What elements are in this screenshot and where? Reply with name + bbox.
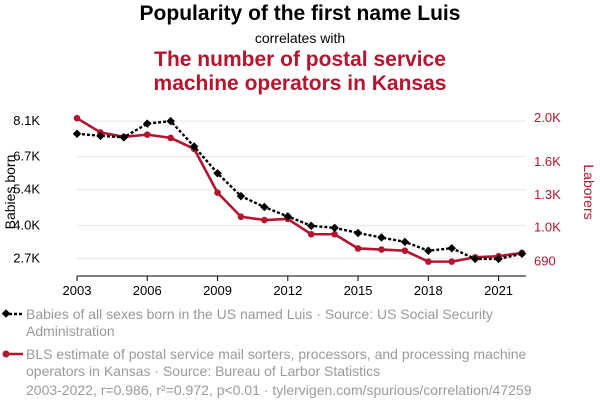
series-line-laborers	[76, 117, 523, 263]
chart-title: Popularity of the first name Luis	[139, 2, 461, 25]
data-point-laborers	[331, 230, 338, 238]
axes: 2.7K 4.0K 5.4K 6.7K 8.1K 690 1.0K 1.3K 1.6K 2.0K 2…	[13, 110, 561, 298]
data-point-laborers	[167, 134, 174, 142]
legend-text-babies-line2: Administration	[26, 323, 115, 339]
x-tick-label: 2012	[273, 283, 302, 298]
data-point-laborers	[448, 258, 456, 265]
data-point-babies	[306, 221, 316, 231]
chart-second-title: The number of postal service machine ope…	[0, 48, 600, 96]
legend-text-laborers-line2: operators in Kansas · Source: Bureau of …	[26, 363, 381, 379]
x-tick-label: 2006	[133, 283, 162, 298]
data-point-babies	[377, 233, 386, 242]
data-point-babies	[236, 191, 246, 201]
y-tick-label-right: 1.6K	[534, 154, 561, 169]
data-point-laborers	[73, 114, 81, 122]
x-tick-label: 2003	[63, 283, 92, 298]
chart-subtitle: correlates with	[254, 30, 346, 46]
data-point-babies	[166, 116, 175, 126]
data-point-laborers	[354, 245, 362, 252]
data-point-laborers	[307, 230, 315, 238]
legend-marker-laborers	[2, 350, 23, 358]
data-point-laborers	[214, 189, 221, 196]
legend-marker-babies	[2, 309, 23, 318]
gridlines	[77, 120, 526, 259]
data-point-babies	[353, 228, 363, 238]
x-tick-label: 2018	[414, 283, 443, 298]
data-point-laborers	[261, 216, 268, 224]
y-tick-label-left: 8.1K	[13, 113, 40, 128]
series-babies	[72, 116, 527, 264]
data-point-babies	[213, 168, 222, 178]
data-point-babies	[283, 212, 293, 221]
data-point-babies	[447, 243, 456, 253]
data-point-babies	[189, 142, 199, 151]
data-point-babies	[72, 129, 82, 139]
y-tick-label-right: 1.0K	[534, 220, 561, 235]
y-tick-label-right: 690	[534, 254, 556, 269]
y-tick-label-left: 4.0K	[13, 217, 40, 232]
data-point-laborers	[378, 246, 385, 253]
y-tick-label-left: 6.7K	[13, 149, 40, 164]
data-point-babies	[96, 131, 105, 141]
y-tick-label-right: 1.3K	[534, 187, 561, 202]
data-point-laborers	[425, 258, 432, 265]
data-point-babies	[330, 223, 339, 233]
legend-item-laborers: BLS estimate of postal service mail sort…	[2, 346, 566, 380]
y-tick-label-left: 5.4K	[13, 182, 40, 197]
data-point-babies	[400, 237, 410, 247]
y-tick-label-left: 2.7K	[13, 250, 40, 265]
legend-text-babies-line1: Babies of all sexes born in the US named…	[26, 306, 493, 322]
y-tick-label-right: 2.0K	[534, 110, 561, 125]
x-tick-label: 2021	[484, 283, 513, 298]
legend-item-babies: Babies of all sexes born in the US named…	[2, 306, 566, 340]
legend-text-laborers-line1: BLS estimate of postal service mail sort…	[26, 346, 527, 362]
data-point-laborers	[237, 213, 245, 221]
data-point-babies	[424, 246, 433, 255]
x-tick-label: 2015	[344, 283, 373, 298]
series-line-babies	[76, 119, 523, 261]
chart-second-title-line1: The number of postal service	[154, 48, 446, 71]
y-axis-label-left: Babies born	[2, 155, 18, 230]
data-point-babies	[143, 119, 152, 128]
x-tick-label: 2009	[203, 283, 232, 298]
data-point-laborers	[143, 131, 151, 138]
data-point-babies	[517, 249, 527, 259]
data-point-babies	[119, 133, 129, 142]
y-axis-label-right: Laborers	[581, 164, 597, 219]
line-chart: 2.7K 4.0K 5.4K 6.7K 8.1K 690 1.0K 1.3K 1.6K 2.0K 2…	[2, 110, 597, 298]
data-point-babies	[260, 202, 269, 212]
data-point-laborers	[401, 247, 409, 254]
chart-second-title-line2: machine operators in Kansas	[153, 72, 447, 95]
footer-stats: 2003-2022, r=0.986, r²=0.972, p<0.01 · t…	[26, 382, 532, 398]
